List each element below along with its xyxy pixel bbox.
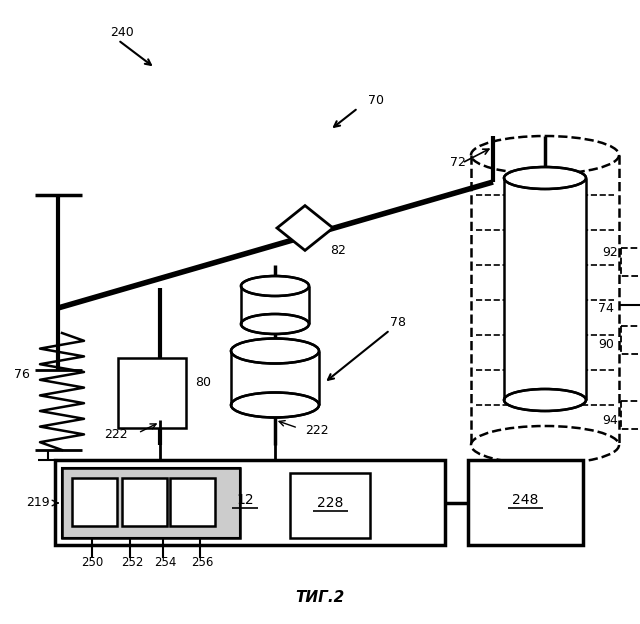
Bar xyxy=(55,460,445,545)
Text: 82: 82 xyxy=(330,243,346,256)
Bar xyxy=(122,478,167,526)
Text: 222: 222 xyxy=(305,424,328,437)
Bar xyxy=(621,248,640,276)
Ellipse shape xyxy=(504,389,586,411)
Bar xyxy=(621,326,640,354)
Ellipse shape xyxy=(231,392,319,417)
Bar xyxy=(504,178,586,400)
Text: 70: 70 xyxy=(368,94,384,107)
Ellipse shape xyxy=(504,167,586,189)
Bar xyxy=(62,468,240,538)
Text: 76: 76 xyxy=(14,369,30,381)
Ellipse shape xyxy=(241,276,309,296)
Ellipse shape xyxy=(241,314,309,334)
Bar xyxy=(471,155,619,445)
Text: 94: 94 xyxy=(602,414,618,426)
Bar xyxy=(118,358,186,428)
Text: 219: 219 xyxy=(26,497,50,510)
Text: 254: 254 xyxy=(154,555,176,568)
Bar xyxy=(231,351,319,406)
Text: 256: 256 xyxy=(191,555,213,568)
Text: 92: 92 xyxy=(602,245,618,258)
Text: 72: 72 xyxy=(450,155,466,168)
Bar xyxy=(241,286,309,324)
Text: 80: 80 xyxy=(195,376,211,389)
Text: 228: 228 xyxy=(317,496,343,510)
Text: 74: 74 xyxy=(598,301,614,314)
Text: 248: 248 xyxy=(512,493,538,507)
Bar xyxy=(62,468,240,538)
Polygon shape xyxy=(277,205,333,250)
Text: 90: 90 xyxy=(598,338,614,351)
Text: 78: 78 xyxy=(390,316,406,328)
Text: 240: 240 xyxy=(110,26,134,39)
Text: 222: 222 xyxy=(104,429,128,442)
Bar xyxy=(290,473,370,538)
Bar xyxy=(468,460,583,545)
Text: 252: 252 xyxy=(121,555,143,568)
Text: 250: 250 xyxy=(81,555,103,568)
Ellipse shape xyxy=(231,338,319,364)
Bar xyxy=(170,478,215,526)
Text: ΤИГ.2: ΤИГ.2 xyxy=(296,590,344,605)
Bar xyxy=(621,401,640,429)
Text: 12: 12 xyxy=(236,493,254,507)
Bar xyxy=(72,478,117,526)
